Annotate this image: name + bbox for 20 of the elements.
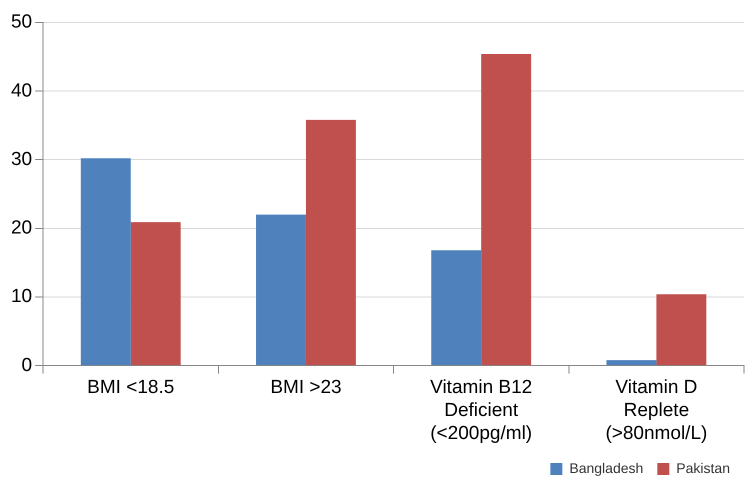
y-tick-label: 30 — [10, 148, 32, 170]
y-tick-label: 10 — [10, 286, 32, 308]
y-tick-label: 40 — [10, 80, 32, 102]
bar — [606, 360, 656, 366]
bar — [306, 120, 356, 366]
x-tick-label: Vitamin B12 Deficient (<200pg/ml) — [430, 377, 532, 444]
bar — [256, 214, 306, 366]
x-tick-label: BMI <18.5 — [87, 377, 174, 398]
bar — [431, 250, 482, 366]
x-tick-label: Vitamin D Replete (>80nmol/L) — [605, 377, 708, 444]
y-tick-label: 20 — [10, 218, 32, 239]
legend-label: Bangladesh — [569, 460, 644, 476]
x-tick-label: BMI >23 — [270, 377, 342, 398]
bar — [656, 294, 706, 366]
y-tick-label: 0 — [22, 354, 32, 376]
legend-label: Pakistan — [676, 460, 730, 476]
bar — [130, 222, 181, 366]
y-tick-label: 50 — [10, 12, 32, 33]
bar — [80, 158, 131, 366]
bar — [481, 54, 532, 366]
